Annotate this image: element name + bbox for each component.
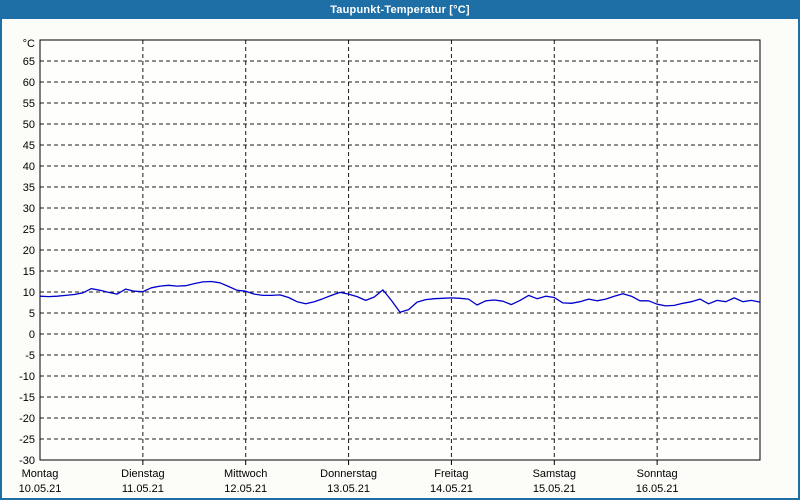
- y-tick-label: -30: [19, 455, 35, 467]
- y-tick-label: 30: [23, 203, 35, 215]
- x-date-label: 15.05.21: [533, 483, 576, 495]
- y-tick-label: -15: [19, 392, 35, 404]
- y-tick-label: 35: [23, 182, 35, 194]
- y-tick-label: -20: [19, 413, 35, 425]
- x-weekday-label: Freitag: [434, 468, 468, 480]
- x-date-label: 13.05.21: [327, 483, 370, 495]
- y-tick-label: 5: [29, 308, 35, 320]
- dewpoint-line: [39, 280, 761, 313]
- x-date-label: 14.05.21: [430, 483, 473, 495]
- y-tick-label: 10: [23, 287, 35, 299]
- y-tick-label: 15: [23, 266, 35, 278]
- x-weekday-label: Dienstag: [121, 468, 164, 480]
- x-date-label: 12.05.21: [224, 483, 267, 495]
- y-tick-label: 45: [23, 140, 35, 152]
- y-tick-label: 65: [23, 56, 35, 68]
- x-weekday-label: Montag: [22, 468, 59, 480]
- y-tick-label: 20: [23, 245, 35, 257]
- y-tick-label: -5: [25, 350, 35, 362]
- y-axis-unit-label: °C: [23, 38, 35, 50]
- x-weekday-label: Donnerstag: [320, 468, 377, 480]
- y-tick-label: 50: [23, 119, 35, 131]
- y-tick-label: 0: [29, 329, 35, 341]
- plot-border: [39, 39, 761, 461]
- y-tick-label: -25: [19, 434, 35, 446]
- x-date-label: 16.05.21: [636, 483, 679, 495]
- window-title: Taupunkt-Temperatur [°C]: [330, 3, 470, 16]
- x-weekday-label: Sonntag: [637, 468, 678, 480]
- x-weekday-label: Mittwoch: [224, 468, 267, 480]
- y-tick-label: 25: [23, 224, 35, 236]
- x-date-label: 11.05.21: [122, 483, 164, 495]
- x-date-label: 10.05.21: [19, 483, 62, 495]
- y-tick-label: 55: [23, 98, 35, 110]
- x-weekday-label: Samstag: [533, 468, 576, 480]
- window-title-bar: Taupunkt-Temperatur [°C]: [0, 0, 800, 19]
- y-tick-label: -10: [19, 371, 35, 383]
- y-tick-label: 40: [23, 161, 35, 173]
- y-tick-label: 60: [23, 77, 35, 89]
